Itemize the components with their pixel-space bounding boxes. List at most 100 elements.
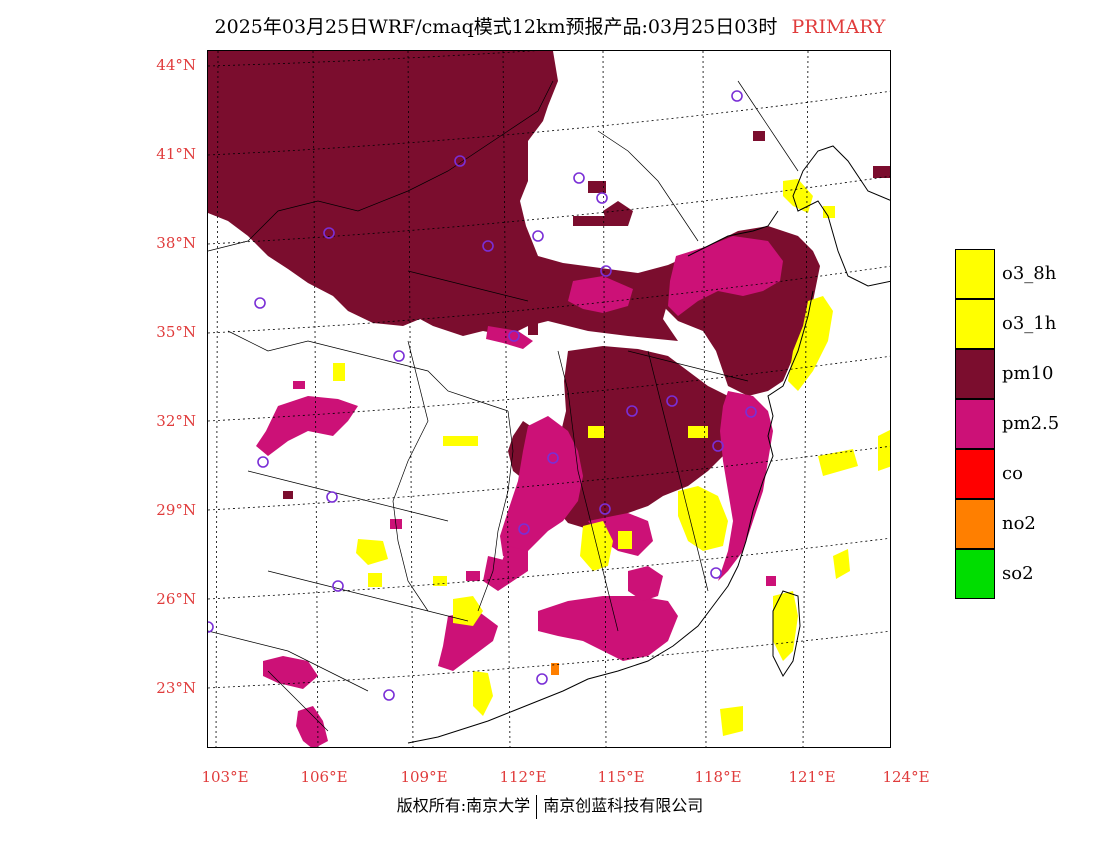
station-marker [600,265,612,277]
station-marker [666,395,678,407]
lat-label-38: 38°N [156,234,196,252]
pm25-north-plain [668,236,783,316]
pm25-yunnan-south [296,706,328,747]
lat-label-26: 26°N [156,590,196,608]
station-marker [508,330,520,342]
station-marker [626,405,638,417]
o3-east-sea-a [878,430,890,471]
pm10-patch-f [528,323,538,335]
coastline [407,145,890,744]
footer-divider [536,794,538,819]
no2-patch [551,663,559,675]
lon-label-118: 118°E [694,768,742,786]
lat-label-44: 44°N [156,56,196,74]
pm10-patch-b [588,181,606,193]
station-marker [745,406,757,418]
lon-label-124: 124°E [882,768,930,786]
o3-south-sea [720,706,743,736]
station-marker [710,567,722,579]
lat-label-29: 29°N [156,501,196,519]
legend-label: o3_1h [1002,313,1057,334]
legend-label: pm2.5 [1002,413,1060,434]
o3-guangxi-a [453,596,483,626]
province-borders [208,80,799,732]
pm10-patch-c [753,131,765,141]
o3-patch-a [443,436,478,446]
legend-swatch [955,399,995,449]
o3-zhejiang [678,486,728,551]
pm25-guangxi-west [263,656,318,689]
legend-swatch [955,349,995,399]
station-marker [712,440,724,452]
pm10-patch-e [283,491,293,499]
legend-label: co [1002,463,1023,484]
legend-item-so2: so2 [955,549,1095,599]
o3-patch-h [618,531,632,549]
lon-label-121: 121°E [788,768,836,786]
o3-east-sea-c [833,549,850,579]
o3-guangdong-a [473,671,493,716]
legend-item-co: co [955,449,1095,499]
graticule [208,51,890,747]
o3-patch-f [588,426,604,438]
pm10-patch-a [573,216,618,226]
legend-item-o3-1h: o3_1h [955,299,1095,349]
legend-swatch [955,499,995,549]
station-marker [532,230,544,242]
pm25-sichuan [256,396,358,456]
title-main: 2025年03月25日WRF/cmaq模式12km预报产品:03月25日03时 [214,16,778,38]
lat-label-41: 41°N [156,145,196,163]
pm25-dot-b [766,576,776,586]
lat-label-35: 35°N [156,323,196,341]
legend-swatch [955,299,995,349]
pm10-patch-d [873,166,890,178]
o3-patch-g [823,206,835,218]
o3-patch-d [368,573,382,587]
lon-label-115: 115°E [597,768,645,786]
o3-regions [333,179,890,736]
legend-item-no2: no2 [955,499,1095,549]
lon-label-103: 103°E [201,768,249,786]
o3-yellow-sea-coast [788,296,833,391]
station-marker [326,491,338,503]
lon-label-109: 109°E [400,768,448,786]
station-marker [518,523,530,535]
station-marker [547,452,559,464]
lon-label-106: 106°E [300,768,348,786]
lat-label-23: 23°N [156,679,196,697]
legend-swatch [955,249,995,299]
station-marker [208,621,214,633]
station-marker [332,580,344,592]
legend-item-o3-8h: o3_8h [955,249,1095,299]
o3-hunan-a [356,539,388,565]
legend-swatch [955,549,995,599]
pm25-dot-a [293,381,305,389]
map-panel[interactable] [207,50,891,748]
pm25-guangdong [538,596,678,661]
legend-item-pm10: pm10 [955,349,1095,399]
station-marker [599,503,611,515]
map-title: 2025年03月25日WRF/cmaq模式12km预报产品:03月25日03时 P… [0,12,1100,39]
lat-label-32: 32°N [156,412,196,430]
station-marker [257,456,269,468]
pm25-east-coast [718,391,773,581]
legend-swatch [955,449,995,499]
station-marker [323,227,335,239]
station-marker [393,350,405,362]
station-marker [254,297,266,309]
legend-label: no2 [1002,513,1036,534]
legend-label: o3_8h [1002,263,1057,284]
station-marker [482,240,494,252]
pm25-guangxi-coast [438,611,498,671]
station-marker [536,673,548,685]
station-marker [383,689,395,701]
o3-east-sea-b [818,449,858,476]
copyright-right: 南京创蓝科技有限公司 [543,796,704,815]
lon-label-112: 112°E [499,768,547,786]
legend-item-pm25: pm2.5 [955,399,1095,449]
map-canvas [208,51,890,747]
o3-patch-e [433,576,447,586]
pm25-fujian [628,566,663,601]
pm10-central-band [546,346,748,529]
pm25-loess-edge [568,276,633,313]
